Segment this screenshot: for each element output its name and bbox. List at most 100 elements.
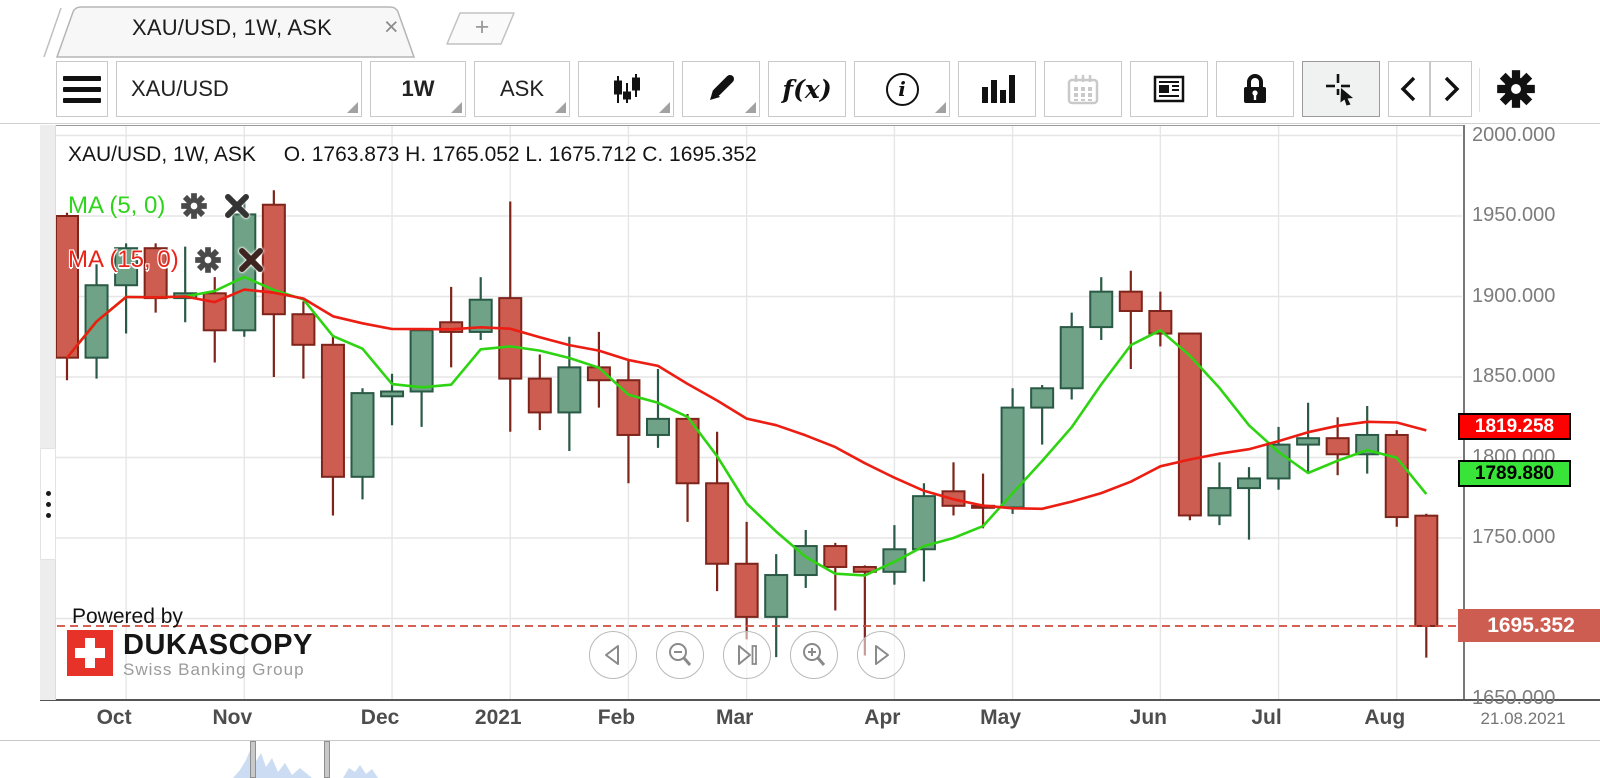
toolbar-bottom-divider (0, 123, 1600, 124)
zoom-out-button[interactable] (656, 631, 704, 679)
chevron-down-icon (555, 102, 566, 113)
tab-close-icon[interactable]: × (384, 13, 399, 41)
new-tab-shape[interactable] (446, 12, 515, 45)
indicator-row-ma15: MA (15, 0) (68, 245, 265, 275)
skip-to-latest-icon (738, 645, 757, 665)
date-tick: Apr (864, 706, 901, 729)
indicators-button[interactable]: f(x) (768, 61, 846, 117)
chevron-right-icon (1444, 76, 1460, 102)
triangle-right-icon (875, 645, 889, 665)
hamburger-icon (63, 75, 101, 103)
new-tab-icon[interactable]: + (474, 13, 490, 41)
crosshair-cursor-icon (1326, 74, 1353, 106)
candlestick-icon (614, 74, 640, 103)
draw-tools-button[interactable] (682, 61, 760, 117)
price-marker-badge: 1819.258 (1458, 412, 1571, 440)
drag-dots-icon (45, 490, 51, 496)
candlestick-chart (55, 126, 1463, 699)
gear-icon (1497, 70, 1535, 108)
history-preview-silhouette (233, 748, 378, 778)
ma15-remove-button[interactable] (237, 246, 265, 274)
price-tick: 1950.000 (1472, 204, 1556, 226)
pencil-icon (710, 75, 734, 100)
price-tick: 1850.000 (1472, 365, 1556, 387)
info-button[interactable]: i (854, 61, 950, 117)
chevron-down-icon (347, 102, 358, 113)
ohlc-readout: XAU/USD, 1W, ASK O. 1763.873 H. 1765.052… (68, 143, 757, 167)
crosshair-button[interactable] (1302, 61, 1380, 117)
ghost-tab-edge (43, 7, 62, 58)
preview-range-handle-left[interactable] (250, 741, 256, 778)
drawer-handle[interactable] (40, 448, 56, 560)
date-tick: Nov (212, 706, 253, 729)
date-tick: Jun (1129, 706, 1168, 729)
info-icon: i (885, 72, 919, 106)
side-select[interactable]: ASK (474, 61, 570, 117)
ohlc-values: O. 1763.873 H. 1765.052 L. 1675.712 C. 1… (283, 143, 757, 166)
side-select-value: ASK (499, 76, 545, 101)
news-button[interactable] (1130, 61, 1208, 117)
price-axis-border (1463, 125, 1465, 700)
date-tick: May (980, 706, 1022, 729)
lock-button[interactable] (1216, 61, 1294, 117)
active-tab-title[interactable]: XAU/USD, 1W, ASK (131, 15, 333, 40)
menu-button[interactable] (56, 61, 108, 117)
date-tick: Dec (360, 706, 400, 729)
price-marker-badge: 1695.352 (1458, 609, 1600, 643)
volume-button[interactable] (958, 61, 1036, 117)
date-tick: 2021 (474, 706, 522, 729)
calendar-button[interactable] (1044, 61, 1122, 117)
indicator-row-ma5: MA (5, 0) (68, 191, 251, 221)
scroll-right-button[interactable] (1430, 61, 1472, 117)
go-to-end-button[interactable] (723, 631, 771, 679)
date-tick: Oct (96, 706, 132, 729)
chevron-down-icon (935, 102, 946, 113)
toolbar-divider (1479, 68, 1480, 112)
settings-button[interactable] (1488, 61, 1544, 117)
active-tab-shape[interactable] (55, 6, 416, 58)
time-axis-border (40, 699, 1600, 701)
price-tick: 1750.000 (1472, 526, 1556, 548)
history-preview-strip[interactable] (0, 740, 1600, 778)
news-icon (1153, 75, 1185, 103)
ma5-remove-button[interactable] (223, 192, 251, 220)
date-tick: Mar (715, 706, 754, 729)
symbol-select-value: XAU/USD (131, 76, 229, 101)
fx-icon: f(x) (782, 74, 832, 104)
date-tick: Jul (1251, 706, 1282, 729)
chart-type-button[interactable] (578, 61, 674, 117)
price-tick: 2000.000 (1472, 123, 1556, 146)
chevron-down-icon (451, 102, 462, 113)
zoom-in-icon (803, 643, 826, 666)
chart-plot-area[interactable] (55, 125, 1463, 700)
scroll-left-button[interactable] (1388, 61, 1430, 117)
preview-range-handle-right[interactable] (324, 741, 330, 778)
dukascopy-logo: DUKASCOPY Swiss Banking Group (67, 630, 313, 680)
brand-name: DUKASCOPY (123, 629, 313, 661)
ma15-settings-button[interactable] (193, 245, 223, 275)
ma5-settings-button[interactable] (179, 191, 209, 221)
triangle-left-icon (605, 645, 619, 665)
zoom-in-button[interactable] (790, 631, 838, 679)
calendar-icon (1067, 75, 1099, 105)
price-tick: 1900.000 (1472, 284, 1556, 307)
powered-by-text: Powered by (72, 605, 183, 628)
tab-bar (43, 6, 515, 58)
date-tick: Feb (597, 706, 636, 729)
pan-right-button[interactable] (857, 631, 905, 679)
date-tick: Aug (1364, 706, 1406, 729)
swiss-cross-icon (67, 630, 113, 676)
side-rail (40, 125, 56, 700)
period-select[interactable]: 1W (370, 61, 466, 117)
pan-left-button[interactable] (589, 631, 637, 679)
ohlc-symbol: XAU/USD, 1W, ASK (68, 143, 256, 166)
axis-corner-date: 21.08.2021 (1480, 709, 1566, 728)
ma5-label: MA (5, 0) (68, 192, 166, 219)
symbol-select[interactable]: XAU/USD (116, 61, 362, 117)
chevron-down-icon (659, 102, 670, 113)
lock-icon (1244, 74, 1266, 103)
price-marker-badge: 1789.880 (1458, 460, 1571, 488)
price-tick: 1650.000 (1472, 687, 1556, 709)
bar-chart-icon (982, 75, 1015, 103)
